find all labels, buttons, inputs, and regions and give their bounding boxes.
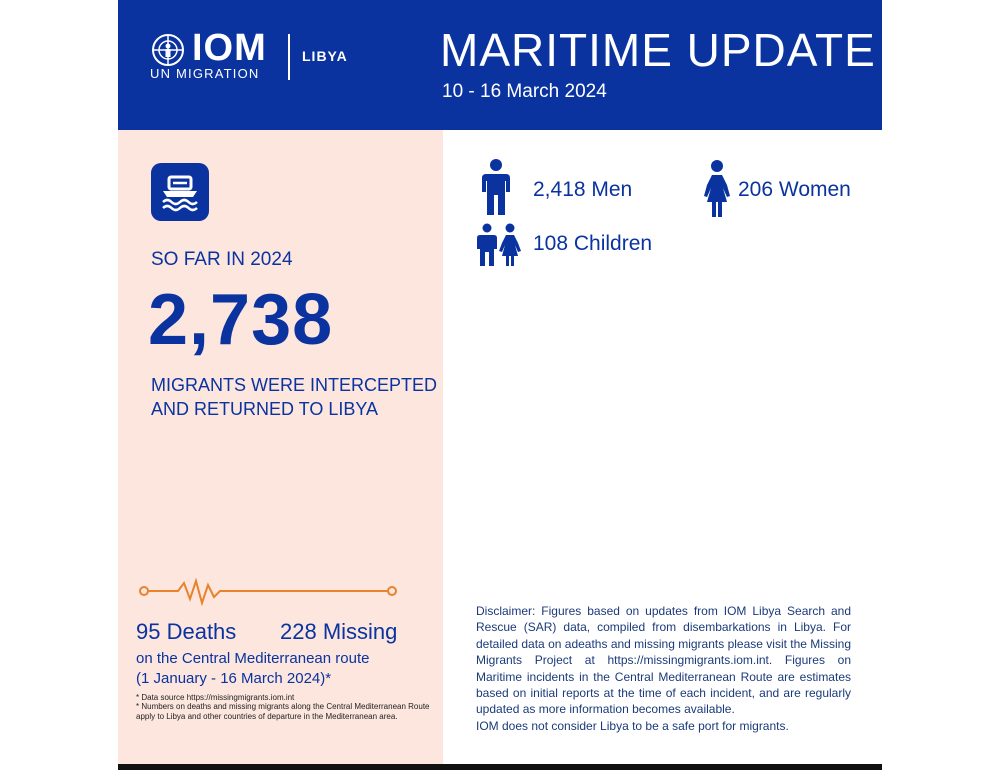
logo-divider [288, 34, 290, 80]
intercepted-caption: MIGRANTS WERE INTERCEPTED AND RETURNED T… [151, 373, 441, 421]
date-range: 10 - 16 March 2024 [442, 81, 607, 102]
heartbeat-line-icon [139, 577, 397, 606]
children-count: 108 Children [533, 232, 653, 255]
route-label: on the Central Mediterranean route [136, 650, 370, 667]
man-icon [482, 159, 510, 215]
period-label: (1 January - 16 March 2024)* [136, 670, 332, 687]
boat-icon [151, 163, 209, 221]
so-far-label: SO FAR IN 2024 [151, 249, 293, 270]
bottom-rule [118, 764, 882, 770]
women-count: 206 Women [738, 178, 851, 201]
interceptions-panel: SO FAR IN 2024 2,738 MIGRANTS WERE INTER… [118, 130, 443, 766]
footnote-scope: * Numbers on deaths and missing migrants… [136, 702, 430, 721]
disclaimer: Disclaimer: Figures based on updates fro… [476, 603, 851, 734]
disclaimer-text: Disclaimer: Figures based on updates fro… [476, 604, 851, 717]
un-globe-logo-icon [152, 34, 184, 66]
logo-wordmark: IOM [192, 27, 267, 69]
deaths-count: 95 Deaths [136, 619, 237, 644]
footnote-data-source: * Data source https://missingmigrants.io… [136, 693, 295, 702]
woman-icon [704, 160, 730, 217]
country-label: LIBYA [302, 48, 348, 64]
header-banner: IOM UN MIGRATION LIBYA MARITIME UPDATE 1… [118, 0, 882, 130]
intercepted-line-2: AND RETURNED TO LIBYA [151, 399, 379, 419]
maritime-update-card: IOM UN MIGRATION LIBYA MARITIME UPDATE 1… [118, 0, 882, 766]
children-icon [477, 223, 521, 266]
disclaimer-safe-port: IOM does not consider Libya to be a safe… [476, 718, 789, 733]
missing-count: 228 Missing [280, 619, 398, 644]
men-count: 2,418 Men [533, 178, 633, 201]
page-title: MARITIME UPDATE [440, 24, 876, 76]
intercepted-total: 2,738 [148, 280, 334, 360]
intercepted-line-1: MIGRANTS WERE INTERCEPTED [151, 375, 438, 395]
logo-subtitle: UN MIGRATION [150, 66, 260, 81]
